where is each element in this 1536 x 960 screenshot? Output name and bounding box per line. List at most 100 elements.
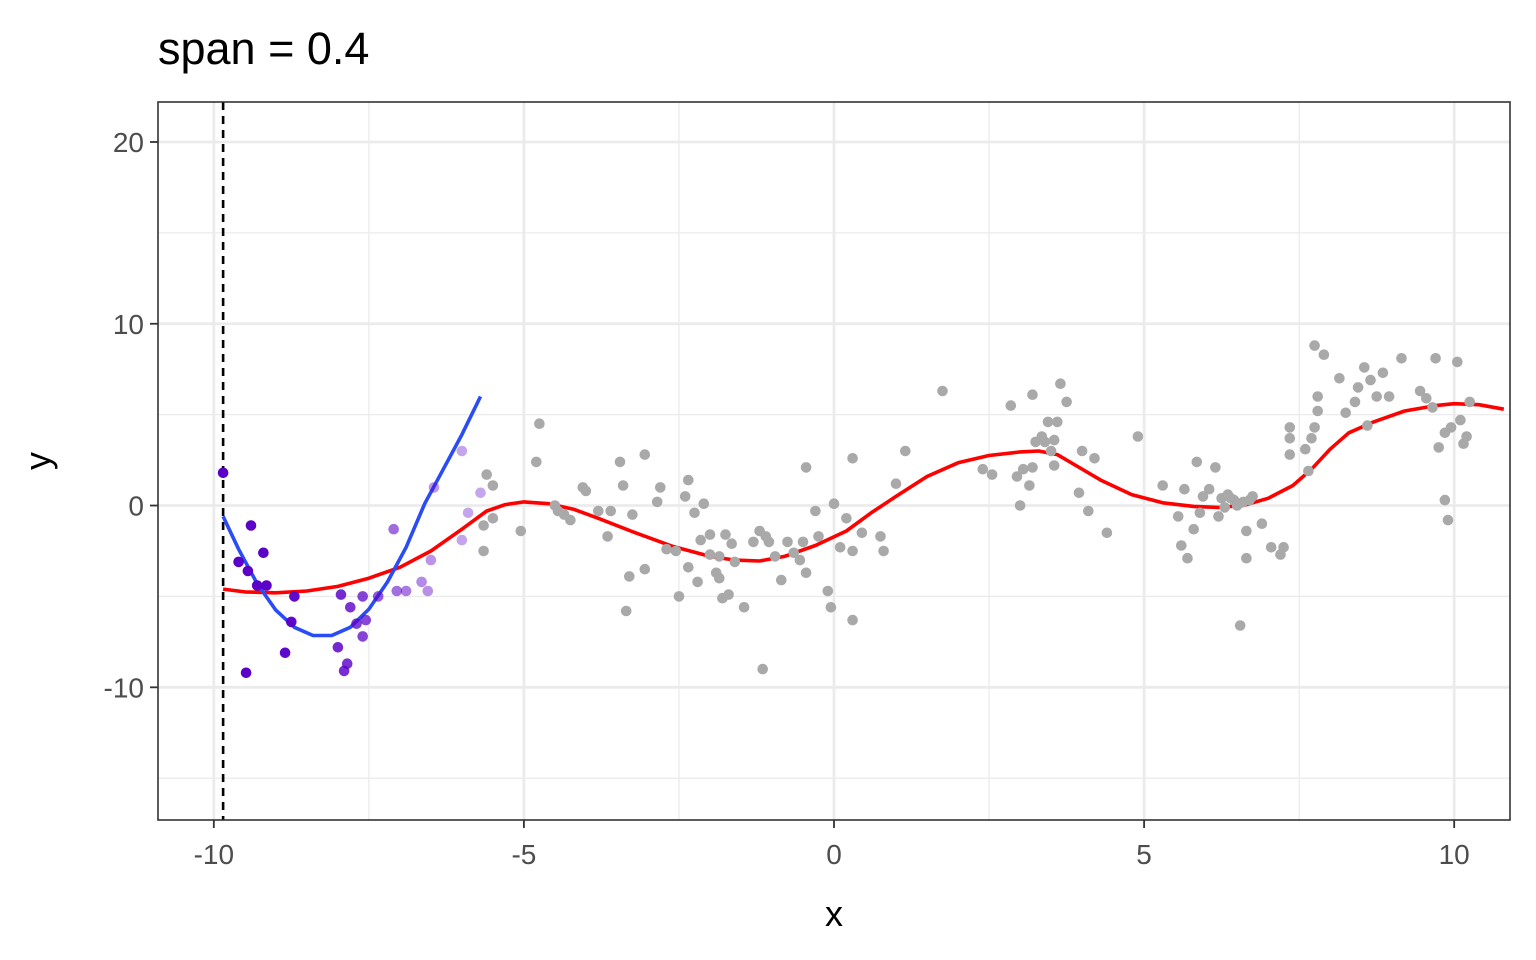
data-point: [1300, 443, 1311, 455]
data-point: [757, 663, 768, 675]
data-point: [1284, 422, 1296, 433]
data-point: [639, 449, 651, 460]
data-point: [531, 456, 542, 468]
data-point: [714, 551, 725, 562]
data-point: [565, 514, 576, 526]
data-point: [462, 507, 474, 519]
data-point: [1048, 460, 1060, 471]
data-point: [338, 665, 350, 677]
loess-curve: [222, 401, 1505, 595]
data-point: [1203, 483, 1215, 495]
data-point: [1414, 385, 1426, 397]
data-point: [769, 551, 781, 562]
data-point: [1157, 480, 1168, 491]
data-point: [428, 482, 440, 493]
data-point: [825, 602, 837, 613]
data-point: [1377, 367, 1389, 379]
data-point: [1132, 431, 1144, 442]
data-point: [1427, 402, 1438, 413]
data-point: [788, 547, 799, 559]
data-point: [720, 529, 731, 540]
y-tick-label: 10: [113, 309, 144, 340]
data-point: [478, 545, 489, 557]
data-point: [1055, 378, 1066, 390]
data-point: [1219, 502, 1230, 513]
data-point: [251, 580, 263, 591]
data-point: [1371, 391, 1382, 402]
data-point: [1430, 353, 1441, 364]
data-point: [1303, 465, 1314, 477]
data-point: [1176, 540, 1187, 551]
data-point: [456, 445, 468, 457]
data-point: [1352, 382, 1364, 393]
data-point: [800, 567, 812, 579]
data-point: [1241, 525, 1252, 537]
data-point: [487, 480, 499, 491]
data-point: [729, 556, 741, 568]
data-point: [714, 572, 725, 584]
data-point: [723, 589, 734, 600]
data-point: [1048, 434, 1060, 446]
chart-title: span = 0.4: [158, 23, 369, 74]
data-point: [726, 538, 737, 549]
data-point: [1052, 416, 1063, 428]
data-point: [1005, 400, 1017, 411]
data-point: [1306, 433, 1317, 444]
x-axis-title: x: [825, 893, 843, 934]
data-point: [977, 463, 989, 475]
data-point: [986, 469, 998, 480]
data-point: [357, 631, 369, 642]
data-point: [1234, 620, 1246, 631]
data-point: [624, 571, 635, 582]
data-point: [1256, 518, 1268, 529]
data-point: [683, 474, 694, 486]
data-point: [245, 520, 257, 531]
data-point: [391, 585, 403, 597]
grid-lines: [158, 102, 1510, 820]
data-point: [875, 531, 886, 542]
axes: -10 -5 0 5 10 -10 0 10 20: [104, 127, 1470, 870]
data-point: [279, 647, 291, 659]
data-point: [534, 418, 545, 430]
local-fit-curve: [221, 395, 483, 638]
data-point: [1179, 483, 1190, 495]
data-point: [639, 563, 651, 575]
data-point: [1027, 389, 1038, 401]
data-point: [834, 542, 846, 553]
data-point: [1076, 445, 1088, 457]
data-point: [1188, 523, 1199, 535]
data-point: [1210, 462, 1221, 473]
data-point: [900, 445, 911, 457]
data-point: [810, 505, 821, 517]
data-point: [258, 547, 269, 559]
data-point: [614, 456, 626, 468]
data-point: [1083, 505, 1094, 517]
data-point: [1309, 340, 1320, 351]
data-point: [1396, 353, 1407, 364]
x-tick-label: -10: [194, 839, 234, 870]
data-point: [1172, 511, 1184, 522]
data-point: [357, 591, 369, 602]
data-point: [704, 529, 716, 540]
data-point: [1014, 500, 1026, 511]
y-tick-label: -10: [104, 672, 144, 703]
data-point: [847, 545, 858, 557]
data-point: [651, 496, 663, 508]
data-point: [422, 585, 434, 597]
data-point: [372, 591, 384, 602]
data-point: [1045, 445, 1057, 457]
data-point: [1383, 391, 1395, 402]
data-point: [605, 505, 616, 517]
data-point: [487, 513, 499, 524]
data-point: [1362, 420, 1373, 431]
data-point: [679, 491, 691, 502]
data-point: [242, 565, 254, 577]
data-point: [1445, 422, 1457, 433]
data-point: [655, 482, 666, 493]
data-point: [878, 545, 889, 557]
data-point: [261, 580, 272, 591]
data-point: [1194, 507, 1206, 519]
data-point: [240, 667, 252, 679]
data-point: [1011, 471, 1023, 482]
data-point: [1461, 431, 1472, 442]
